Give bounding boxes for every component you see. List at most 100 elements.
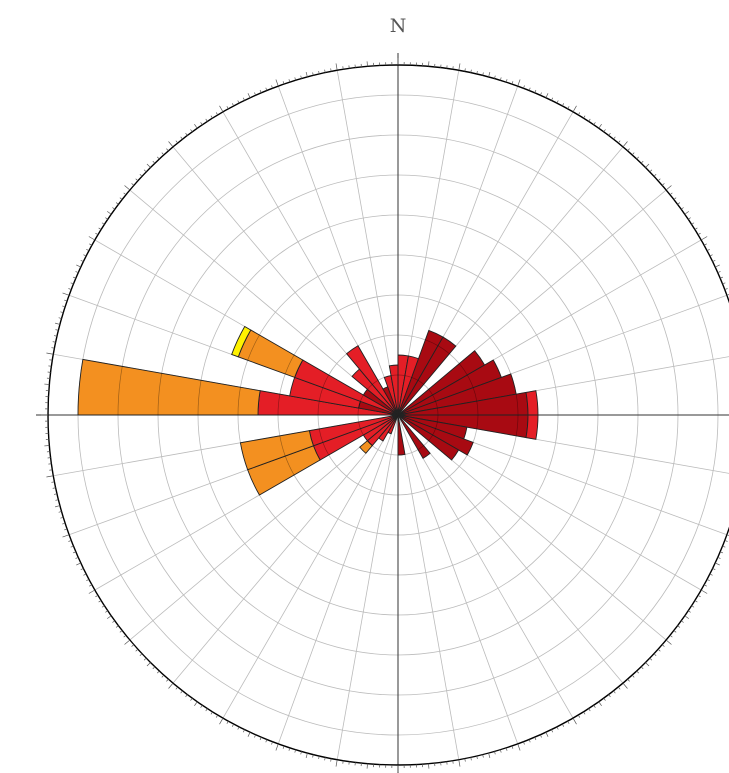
degree-tick [139,653,143,657]
degree-tick [697,594,701,598]
degree-tick [312,72,314,76]
degree-tick [511,81,514,85]
degree-tick [86,248,90,251]
grid-spoke [129,414,399,641]
degree-tick [540,734,542,738]
degree-tick [665,185,672,191]
degree-tick [282,81,285,85]
degree-tick [517,743,521,751]
degree-tick [259,89,262,93]
degree-tick [677,625,681,628]
degree-tick [190,129,193,133]
degree-tick [545,93,549,98]
degree-tick [712,259,716,262]
degree-tick [271,85,273,89]
degree-tick [231,103,234,107]
degree-tick [715,264,720,268]
degree-tick [237,100,240,104]
degree-tick [62,292,70,296]
degree-tick [254,92,256,96]
degree-tick [52,341,56,343]
degree-tick [684,615,689,619]
grid-spoke [336,70,399,416]
degree-tick [709,573,713,576]
degree-tick [494,751,496,755]
degree-tick [190,697,193,701]
degree-tick [724,540,728,542]
degree-tick [51,347,55,349]
degree-tick [107,615,112,619]
degree-tick [168,682,174,689]
degree-tick [330,68,332,72]
degree-tick [556,726,559,730]
degree-tick [603,697,606,701]
rose-sectors [77,325,539,496]
degree-tick [534,89,537,93]
degree-tick [124,185,131,191]
degree-tick [135,178,139,182]
degree-tick [265,739,268,743]
rose-sector [359,414,399,454]
degree-tick [275,743,279,751]
degree-tick [271,741,273,745]
degree-tick [720,276,724,279]
degree-tick [143,657,147,661]
degree-tick [593,704,596,708]
rose-segment [397,414,460,461]
degree-tick [649,169,653,173]
degree-tick [305,752,308,758]
rose-segment [525,390,539,416]
rose-sector [397,336,457,416]
degree-tick [556,100,559,104]
degree-tick [680,620,684,623]
degree-tick [706,579,710,582]
rose-sector [345,345,399,416]
degree-tick [577,112,581,116]
degree-tick [131,644,135,647]
degree-tick [64,528,68,531]
degree-tick [627,678,630,682]
grid-spoke [397,414,519,745]
degree-tick [608,694,611,698]
degree-tick [649,657,653,661]
rose-segment [345,345,399,416]
degree-tick [205,708,208,712]
degree-tick [717,271,721,273]
degree-tick [330,758,332,762]
bar-ring-line [237,387,241,416]
rose-sector [397,414,460,461]
degree-tick [318,755,320,760]
degree-tick [247,732,251,737]
bar-ring-line [117,366,123,416]
degree-tick [593,122,596,126]
grid-spoke [336,414,399,760]
degree-tick [83,254,87,257]
degree-tick [694,600,698,603]
degree-tick [567,720,570,724]
degree-tick [687,217,691,220]
degree-tick [226,720,229,724]
degree-tick [115,202,119,205]
degree-tick [288,747,291,751]
degree-tick [98,600,102,603]
degree-tick [324,757,326,761]
degree-tick [275,79,279,87]
degree-tick [673,630,677,633]
bar-ring-line [277,394,281,416]
rose-segment [77,358,261,416]
degree-tick [684,211,689,215]
degree-tick [703,584,707,587]
rose-segment [397,414,431,459]
degree-tick [464,758,466,762]
degree-tick [458,63,461,71]
degree-tick [185,694,188,698]
degree-tick [567,106,570,110]
rose-sector [397,414,406,456]
degree-tick [691,605,695,608]
degree-tick [653,173,657,177]
degree-tick [476,70,478,75]
bar-ring-line [318,428,324,443]
degree-tick [470,69,472,73]
degree-tick [715,562,720,566]
